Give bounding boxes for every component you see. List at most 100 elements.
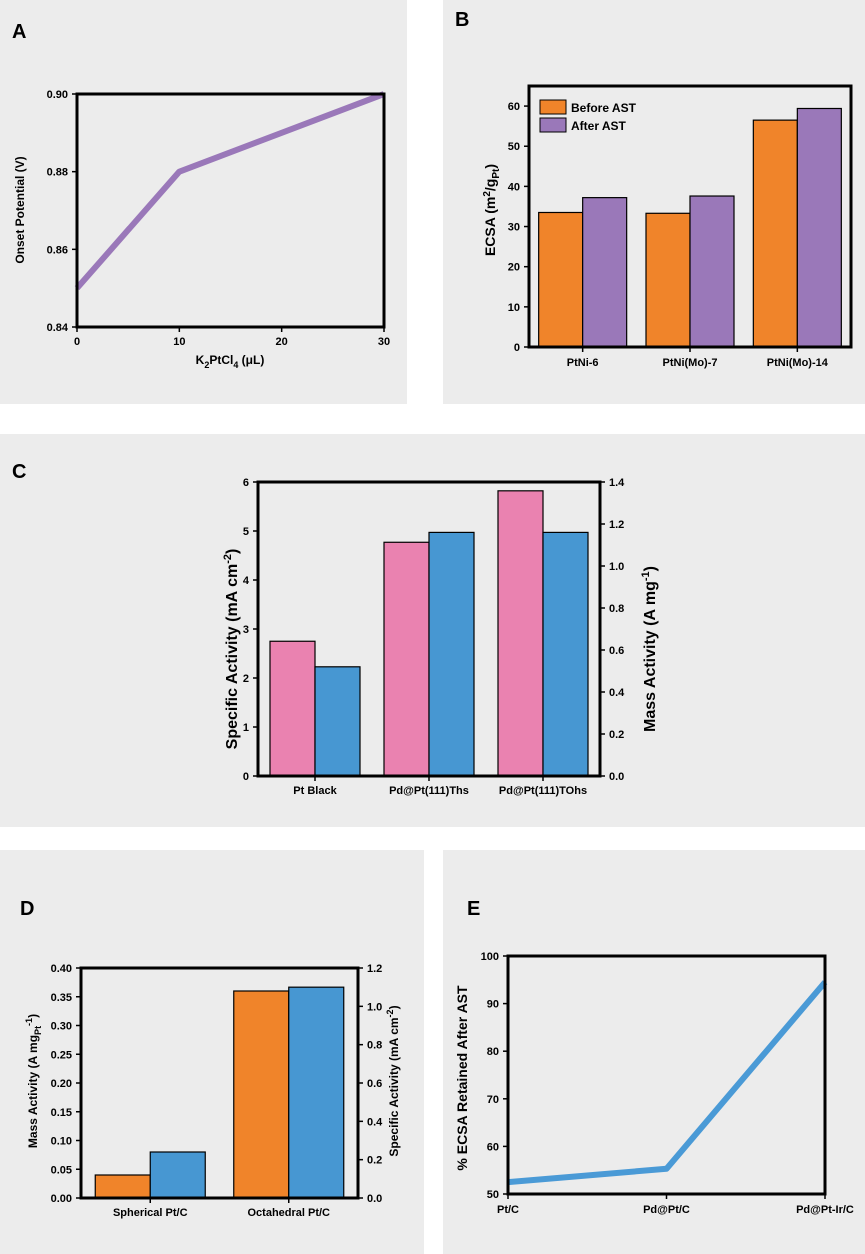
x-tick-label: PtNi-6 [567, 357, 599, 369]
x-tick-label: Pd@Pt-Ir/C [796, 1204, 854, 1216]
y-tick-label: 1.0 [609, 561, 624, 573]
y-tick-label: 0.25 [51, 1049, 72, 1061]
y-tick-label: 0.90 [47, 89, 68, 101]
x-tick-label: Spherical Pt/C [113, 1207, 188, 1219]
x-tick-label: Pt Black [293, 785, 337, 797]
y-tick-label: 0.40 [51, 963, 72, 975]
y-tick-label: 80 [487, 1046, 499, 1058]
bar-c-s1-c1 [428, 531, 475, 777]
plot-frame [527, 84, 853, 349]
panel-b: B 0 10 20 30 40 50 60 PtNi-6 PtNi(Mo)-7 PtNi(Mo)… [443, 0, 865, 404]
y-tick-label: 0.10 [51, 1136, 72, 1148]
panel-label-d: D [20, 898, 34, 920]
x-tick-label: Pd@Pt(111)TOhs [499, 785, 587, 797]
chart-e: E 50 60 70 80 90 100 Pt/C Pd@Pt/C Pd@Pt-Ir/C % … [454, 898, 854, 1216]
y-tick-label: 40 [508, 181, 520, 193]
y-tick-label: 1.2 [609, 519, 624, 531]
y-tick-label: 0.0 [367, 1193, 382, 1205]
y-tick-label: 0.2 [367, 1155, 382, 1167]
y-tick-label: 10 [508, 302, 520, 314]
plot-frame [506, 954, 827, 1196]
y-tick-label: 5 [243, 526, 249, 538]
y-tick-label: 0.20 [51, 1078, 72, 1090]
y-axis-label: Onset Potential (V) [13, 156, 27, 263]
panel-label-c: C [12, 461, 26, 483]
y-tick-label: 0.2 [609, 729, 624, 741]
y-tick-label: 0.4 [609, 687, 625, 699]
legend-swatch-after [539, 117, 567, 133]
y-tick-label: 90 [487, 999, 499, 1011]
chart-b: B 0 10 20 30 40 50 60 PtNi-6 PtNi(Mo)-7 PtNi(Mo)… [455, 9, 853, 369]
x-tick-label: Pt/C [497, 1204, 519, 1216]
y-tick-label: 0 [514, 342, 520, 354]
y-tick-label: 100 [481, 951, 499, 963]
y-tick-label: 0.30 [51, 1021, 72, 1033]
y-tick-label: 0.15 [51, 1107, 72, 1119]
y-tick-label: 0.35 [51, 992, 72, 1004]
plot-frame [256, 480, 602, 778]
y-tick-label: 1.2 [367, 963, 382, 975]
x-tick-label: Octahedral Pt/C [247, 1207, 330, 1219]
y-tick-label: 60 [487, 1141, 499, 1153]
legend-swatch-before [539, 99, 567, 115]
panel-a: A 0.84 0.86 0.88 0.90 0 10 20 30 Onset Potenti… [0, 0, 407, 404]
x-tick-label: 30 [378, 336, 390, 348]
y-tick-label: 0.05 [51, 1164, 72, 1176]
chart-a: A 0.84 0.86 0.88 0.90 0 10 20 30 Onset Potenti… [12, 21, 390, 370]
legend-label-before: Before AST [571, 101, 637, 115]
bar-b-s0-c1 [645, 212, 691, 348]
bar-d-s1-c1 [288, 986, 345, 1199]
y-tick-label: 50 [508, 141, 520, 153]
y-tick-label: 0.6 [367, 1078, 382, 1090]
y-tick-label: 6 [243, 477, 249, 489]
y-tick-label: 50 [487, 1189, 499, 1201]
bar-b-s1-c0 [582, 197, 628, 348]
bar-b-s1-c2 [796, 107, 842, 348]
bar-c-s1-c0 [314, 666, 361, 777]
x-tick-label: 20 [276, 336, 288, 348]
y-axis-label-right: Specific Activity (mA cm-2) [385, 1005, 401, 1156]
panel-d: D 0.00 0.05 0.10 0.15 0.20 0.25 0.30 0.35 0.40 0… [0, 850, 424, 1254]
bar-c-s0-c2 [497, 490, 544, 777]
y-axis-label-left: Specific Activity (mA cm-2) [222, 549, 241, 750]
panel-c: C 0 1 2 3 4 5 6 0.0 0.2 0.4 0.6 0.8 1.0 1.2 1.4 Pt Bl… [0, 434, 865, 827]
bar-c-s1-c2 [542, 531, 589, 777]
bar-b-s0-c0 [538, 211, 584, 348]
bar-d-s0-c1 [233, 990, 290, 1199]
bar-c-s0-c0 [269, 640, 316, 777]
bar-d-s0-c0 [94, 1174, 151, 1199]
y-tick-label: 0 [243, 771, 249, 783]
bar-c-s0-c1 [383, 541, 430, 777]
y-tick-label: 30 [508, 222, 520, 234]
y-tick-label: 1.4 [609, 477, 625, 489]
y-tick-label: 0.86 [47, 244, 68, 256]
y-tick-label: 20 [508, 262, 520, 274]
y-tick-label: 0.8 [609, 603, 624, 615]
series-line [74, 91, 386, 291]
plot-frame [79, 966, 360, 1200]
y-tick-label: 3 [243, 624, 249, 636]
y-tick-label: 1 [243, 722, 249, 734]
panel-label-e: E [467, 898, 480, 920]
chart-d: D 0.00 0.05 0.10 0.15 0.20 0.25 0.30 0.35 0.40 0… [20, 898, 401, 1219]
x-tick-label: Pd@Pt/C [643, 1204, 690, 1216]
panel-e: E 50 60 70 80 90 100 Pt/C Pd@Pt/C Pd@Pt-Ir/C % … [443, 850, 865, 1254]
y-axis-label: % ECSA Retained After AST [454, 985, 470, 1171]
y-axis-label-left: Mass Activity (A mgPt-1) [24, 1014, 43, 1148]
y-tick-label: 4 [243, 575, 250, 587]
y-tick-label: 60 [508, 101, 520, 113]
x-tick-label: PtNi(Mo)-7 [663, 357, 718, 369]
x-tick-label: Pd@Pt(111)Ths [389, 785, 469, 797]
y-axis-label: ECSA (m2/gPt) [482, 164, 502, 256]
bar-b-s0-c2 [752, 119, 798, 348]
panel-label-b: B [455, 9, 469, 31]
y-tick-label: 0.0 [609, 771, 624, 783]
y-axis-label-right: Mass Activity (A mg-1) [640, 566, 659, 732]
chart-c: C 0 1 2 3 4 5 6 0.0 0.2 0.4 0.6 0.8 1.0 1.2 1.4 Pt Bl… [12, 461, 659, 797]
x-tick-label: 10 [173, 336, 185, 348]
y-tick-label: 0.4 [367, 1116, 383, 1128]
y-tick-label: 0.88 [47, 167, 68, 179]
x-tick-label: 0 [74, 336, 80, 348]
panel-label-a: A [12, 21, 26, 43]
x-tick-label: PtNi(Mo)-14 [767, 357, 829, 369]
